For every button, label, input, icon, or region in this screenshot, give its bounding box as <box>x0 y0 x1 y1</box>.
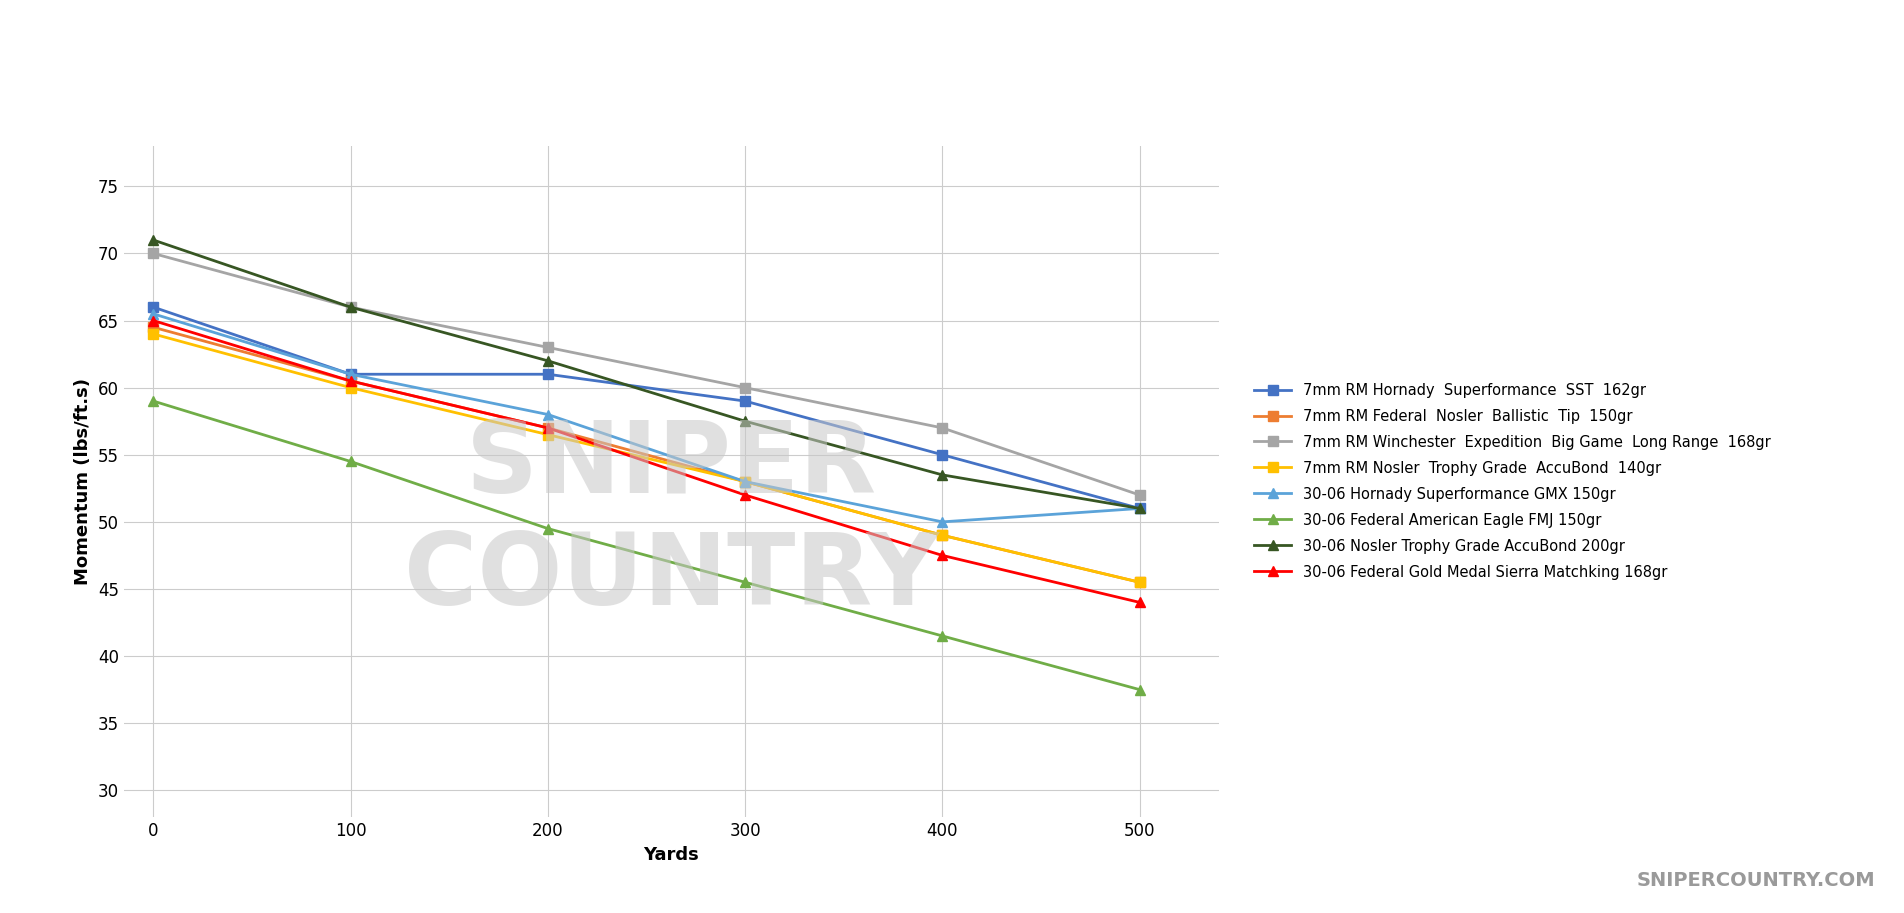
30-06 Nosler Trophy Grade AccuBond 200gr <box>537 355 560 366</box>
Y-axis label: Momentum (lbs/ft.s): Momentum (lbs/ft.s) <box>74 378 91 585</box>
7mm RM Federal  Nosler  Ballistic  Tip  150gr <box>1129 577 1152 588</box>
Line: 30-06 Federal American Eagle FMJ 150gr: 30-06 Federal American Eagle FMJ 150gr <box>149 396 1144 695</box>
30-06 Hornady Superformance GMX 150gr <box>931 517 954 528</box>
30-06 Hornady Superformance GMX 150gr <box>1129 503 1152 514</box>
7mm RM Nosler  Trophy Grade  AccuBond  140gr <box>733 477 756 488</box>
7mm RM Federal  Nosler  Ballistic  Tip  150gr <box>537 423 560 434</box>
30-06 Federal Gold Medal Sierra Matchking 168gr <box>733 489 756 500</box>
Text: SNIPERCOUNTRY.COM: SNIPERCOUNTRY.COM <box>1637 871 1875 890</box>
7mm RM Winchester  Expedition  Big Game  Long Range  168gr <box>537 342 560 353</box>
7mm RM Hornady  Superformance  SST  162gr <box>537 369 560 380</box>
Line: 30-06 Hornady Superformance GMX 150gr: 30-06 Hornady Superformance GMX 150gr <box>149 309 1144 527</box>
30-06 Federal Gold Medal Sierra Matchking 168gr <box>931 550 954 561</box>
7mm RM Winchester  Expedition  Big Game  Long Range  168gr <box>339 301 362 312</box>
30-06 Nosler Trophy Grade AccuBond 200gr <box>733 415 756 426</box>
7mm RM Nosler  Trophy Grade  AccuBond  140gr <box>537 429 560 440</box>
30-06 Federal American Eagle FMJ 150gr <box>143 395 166 406</box>
7mm RM Federal  Nosler  Ballistic  Tip  150gr <box>931 530 954 540</box>
7mm RM Hornady  Superformance  SST  162gr <box>1129 503 1152 514</box>
30-06 Federal American Eagle FMJ 150gr <box>931 631 954 642</box>
30-06 Nosler Trophy Grade AccuBond 200gr <box>931 469 954 480</box>
7mm RM Winchester  Expedition  Big Game  Long Range  168gr <box>143 248 166 259</box>
30-06 Federal American Eagle FMJ 150gr <box>1129 684 1152 695</box>
30-06 Federal Gold Medal Sierra Matchking 168gr <box>537 423 560 434</box>
Text: SNIPER
COUNTRY: SNIPER COUNTRY <box>404 417 939 626</box>
7mm RM Nosler  Trophy Grade  AccuBond  140gr <box>931 530 954 540</box>
Line: 7mm RM Hornady  Superformance  SST  162gr: 7mm RM Hornady Superformance SST 162gr <box>149 302 1144 513</box>
7mm RM Winchester  Expedition  Big Game  Long Range  168gr <box>733 383 756 394</box>
30-06 Federal Gold Medal Sierra Matchking 168gr <box>339 375 362 386</box>
30-06 Federal American Eagle FMJ 150gr <box>733 577 756 588</box>
7mm RM Winchester  Expedition  Big Game  Long Range  168gr <box>931 423 954 434</box>
7mm RM Nosler  Trophy Grade  AccuBond  140gr <box>143 329 166 340</box>
30-06 Hornady Superformance GMX 150gr <box>143 309 166 320</box>
7mm RM Winchester  Expedition  Big Game  Long Range  168gr <box>1129 489 1152 500</box>
7mm RM Hornady  Superformance  SST  162gr <box>931 449 954 460</box>
7mm RM Federal  Nosler  Ballistic  Tip  150gr <box>143 321 166 332</box>
30-06 Hornady Superformance GMX 150gr <box>537 409 560 420</box>
30-06 Federal Gold Medal Sierra Matchking 168gr <box>1129 597 1152 608</box>
Line: 30-06 Federal Gold Medal Sierra Matchking 168gr: 30-06 Federal Gold Medal Sierra Matchkin… <box>149 316 1144 607</box>
30-06 Hornady Superformance GMX 150gr <box>339 369 362 380</box>
Line: 30-06 Nosler Trophy Grade AccuBond 200gr: 30-06 Nosler Trophy Grade AccuBond 200gr <box>149 236 1144 513</box>
7mm RM Hornady  Superformance  SST  162gr <box>143 301 166 312</box>
Line: 7mm RM Nosler  Trophy Grade  AccuBond  140gr: 7mm RM Nosler Trophy Grade AccuBond 140g… <box>149 329 1144 587</box>
30-06 Federal American Eagle FMJ 150gr <box>339 456 362 467</box>
7mm RM Nosler  Trophy Grade  AccuBond  140gr <box>339 383 362 394</box>
30-06 Federal Gold Medal Sierra Matchking 168gr <box>143 315 166 326</box>
30-06 Nosler Trophy Grade AccuBond 200gr <box>339 301 362 312</box>
Text: MOMENTUM: MOMENTUM <box>676 18 1228 96</box>
Line: 7mm RM Winchester  Expedition  Big Game  Long Range  168gr: 7mm RM Winchester Expedition Big Game Lo… <box>149 248 1144 500</box>
7mm RM Hornady  Superformance  SST  162gr <box>339 369 362 380</box>
30-06 Nosler Trophy Grade AccuBond 200gr <box>1129 503 1152 514</box>
7mm RM Hornady  Superformance  SST  162gr <box>733 395 756 406</box>
7mm RM Federal  Nosler  Ballistic  Tip  150gr <box>733 477 756 488</box>
Line: 7mm RM Federal  Nosler  Ballistic  Tip  150gr: 7mm RM Federal Nosler Ballistic Tip 150g… <box>149 322 1144 587</box>
7mm RM Nosler  Trophy Grade  AccuBond  140gr <box>1129 577 1152 588</box>
30-06 Federal American Eagle FMJ 150gr <box>537 523 560 534</box>
30-06 Nosler Trophy Grade AccuBond 200gr <box>143 235 166 246</box>
30-06 Hornady Superformance GMX 150gr <box>733 477 756 488</box>
X-axis label: Yards: Yards <box>644 845 699 864</box>
7mm RM Federal  Nosler  Ballistic  Tip  150gr <box>339 375 362 386</box>
Legend: 7mm RM Hornady  Superformance  SST  162gr, 7mm RM Federal  Nosler  Ballistic  Ti: 7mm RM Hornady Superformance SST 162gr, … <box>1255 383 1771 580</box>
